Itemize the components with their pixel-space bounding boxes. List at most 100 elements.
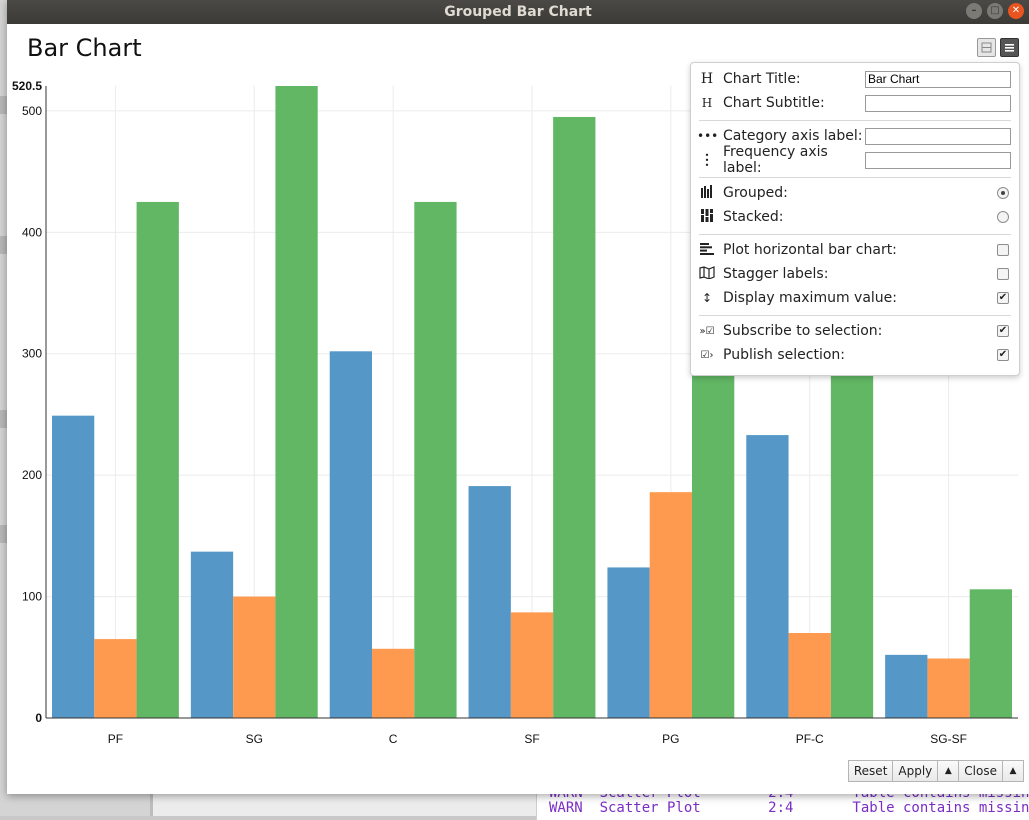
background-strip (0, 236, 7, 254)
chart-subtitle-label: Chart Subtitle: (723, 95, 825, 111)
x-tick-label: PF (108, 732, 123, 746)
y-max-label: 520.5 (12, 79, 42, 93)
display-max-row: ↕ Display maximum value: ✔ (697, 286, 1011, 310)
display-max-checkbox[interactable]: ✔ (997, 292, 1009, 304)
horizontal-checkbox[interactable] (997, 244, 1009, 256)
bar (275, 86, 318, 718)
stagger-checkbox[interactable] (997, 268, 1009, 280)
category-axis-input[interactable] (865, 127, 1011, 145)
maximize-icon[interactable]: □ (987, 3, 1003, 19)
bar (372, 648, 415, 718)
chart-subtitle-input[interactable] (865, 94, 1011, 112)
bar (136, 201, 179, 718)
stagger-label: Stagger labels: (723, 266, 829, 282)
stacked-radio[interactable] (997, 211, 1009, 223)
horizontal-dots-icon: ••• (697, 129, 719, 143)
x-tick-label: PG (662, 732, 679, 746)
chart-title-input[interactable] (865, 70, 1011, 88)
bar (233, 596, 276, 718)
subscribe-icon: »☑ (699, 325, 715, 337)
vertical-dots-icon: • • • (704, 150, 710, 170)
bar (649, 492, 692, 718)
bar-chart: 0 100 200 300 400 500 520.5 PF SG C SF PG PF-C SG-SF (12, 79, 1018, 746)
stacked-bars-icon (697, 209, 717, 225)
chart-title-row: H Chart Title: (697, 67, 1011, 91)
bar (329, 351, 372, 718)
bar (414, 201, 457, 718)
grouped-label: Grouped: (723, 185, 788, 201)
bar (510, 612, 554, 718)
divider (699, 315, 1011, 316)
bar (607, 567, 650, 718)
window-title: Grouped Bar Chart (444, 4, 592, 20)
map-icon (697, 266, 717, 282)
bar (468, 486, 511, 718)
y-tick-label: 300 (22, 347, 42, 361)
background-strip (0, 410, 7, 428)
subscribe-checkbox[interactable]: ✔ (997, 325, 1009, 337)
publish-label: Publish selection: (723, 347, 845, 363)
y-tick-label: 0 (35, 711, 42, 725)
bar (885, 654, 928, 718)
grouped-bars-icon (697, 185, 717, 201)
horizontal-bars-icon (697, 242, 717, 258)
reset-button[interactable]: Reset (847, 760, 894, 782)
subscribe-row: »☑ Subscribe to selection: ✔ (697, 319, 1011, 343)
options-menu-icon[interactable] (1000, 38, 1019, 57)
stacked-row: Stacked: (697, 205, 1011, 229)
bar (553, 116, 596, 719)
bar (969, 589, 1012, 718)
x-tick-label: SG (246, 732, 263, 746)
y-tick-label: 500 (22, 104, 42, 118)
x-tick-label: SF (524, 732, 539, 746)
chart-options-panel: H Chart Title: H Chart Subtitle: ••• Cat… (690, 62, 1020, 376)
close-window-icon[interactable]: ✕ (1008, 3, 1024, 19)
minimize-icon[interactable]: – (966, 3, 982, 19)
grouped-row: Grouped: (697, 181, 1011, 205)
chart-title: Bar Chart (27, 34, 142, 62)
x-tick-label: C (389, 732, 398, 746)
divider (699, 120, 1011, 121)
x-tick-label: SG-SF (930, 732, 967, 746)
display-max-label: Display maximum value: (723, 290, 898, 306)
grouped-radio[interactable] (997, 187, 1009, 199)
vertical-arrows-icon: ↕ (701, 291, 713, 305)
y-tick-label: 200 (22, 468, 42, 482)
heading-icon: H (700, 71, 714, 87)
apply-menu-button[interactable]: ▲ (937, 760, 960, 782)
horizontal-row: Plot horizontal bar chart: (697, 238, 1011, 262)
stacked-label: Stacked: (723, 209, 784, 225)
publish-row: ☑› Publish selection: ✔ (697, 343, 1011, 367)
close-menu-button[interactable]: ▲ (1002, 760, 1024, 782)
y-tick-label: 400 (22, 225, 42, 239)
console-line: WARN Scatter Plot 2:4 Table contains mis… (549, 800, 1029, 816)
x-tick-label: PF-C (796, 732, 824, 746)
publish-checkbox[interactable]: ✔ (997, 349, 1009, 361)
publish-icon: ☑› (700, 349, 714, 361)
bar (94, 639, 137, 718)
background-strip (0, 96, 7, 114)
close-button[interactable]: Close (958, 760, 1003, 782)
subheading-icon: H (701, 96, 713, 110)
y-tick-label: 100 (22, 590, 42, 604)
category-axis-row: ••• Category axis label: (697, 124, 1011, 148)
bar (788, 633, 831, 718)
window-titlebar[interactable]: Grouped Bar Chart – □ ✕ (7, 0, 1029, 24)
frequency-axis-row: • • • Frequency axis label: (697, 144, 1011, 176)
stagger-row: Stagger labels: (697, 262, 1011, 286)
horizontal-label: Plot horizontal bar chart: (723, 242, 897, 258)
chart-title-label: Chart Title: (723, 71, 801, 87)
subscribe-label: Subscribe to selection: (723, 323, 883, 339)
frequency-axis-input[interactable] (865, 151, 1011, 169)
category-axis-label: Category axis label: (723, 128, 863, 144)
fullscreen-icon[interactable] (977, 38, 996, 57)
bar (52, 415, 95, 718)
background-strip (0, 525, 7, 543)
bar (927, 658, 970, 718)
chart-subtitle-row: H Chart Subtitle: (697, 91, 1011, 115)
bar (190, 551, 234, 718)
bar (746, 435, 789, 718)
frequency-axis-label: Frequency axis label: (723, 144, 828, 176)
divider (699, 234, 1011, 235)
apply-button[interactable]: Apply (892, 760, 939, 782)
